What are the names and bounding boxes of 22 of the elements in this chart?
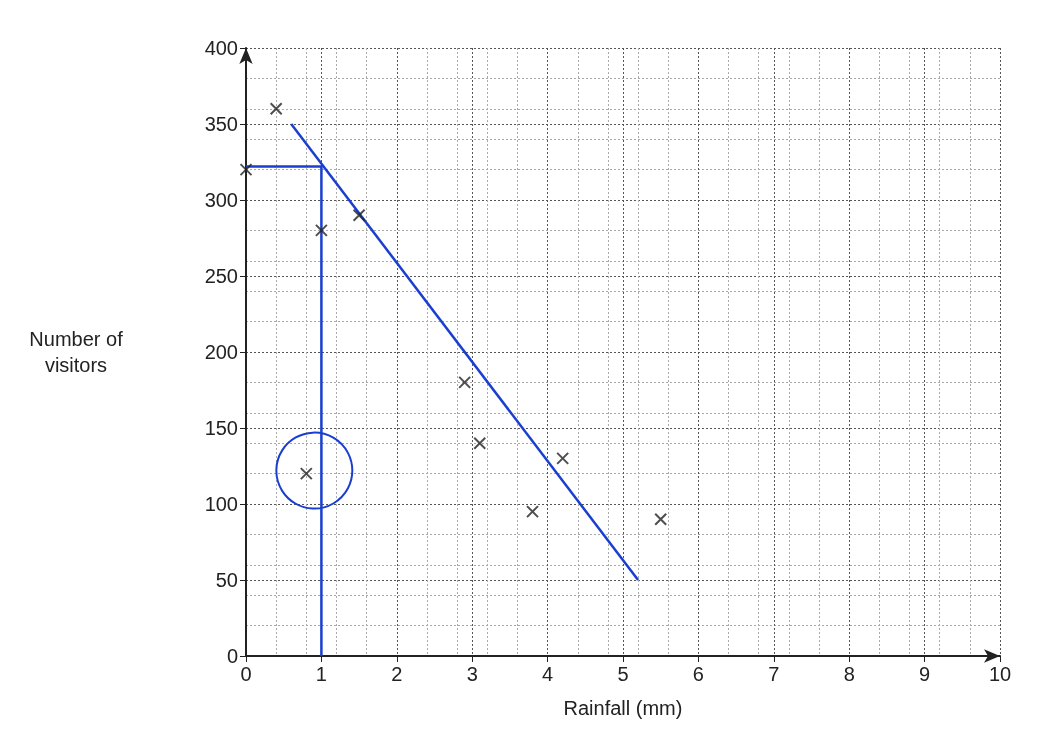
x-tick-label: 8 — [843, 663, 855, 685]
x-tick-label: 5 — [617, 663, 629, 685]
y-tick-label: 100 — [204, 493, 238, 515]
x-tick-label: 9 — [919, 663, 931, 685]
y-axis-title: Number of visitors — [29, 328, 124, 376]
x-tick-label: 1 — [315, 663, 327, 685]
x-tick-label: 2 — [391, 663, 403, 685]
y-tick-label: 350 — [204, 113, 238, 135]
y-tick-label: 300 — [204, 189, 238, 211]
x-axis-title: Rainfall (mm) — [563, 697, 683, 719]
x-tick-label: 7 — [768, 663, 780, 685]
x-tick-label: 0 — [240, 663, 252, 685]
y-tick-label: 0 — [226, 645, 238, 667]
y-tick-label: 200 — [204, 341, 238, 363]
x-tick-label: 3 — [466, 663, 478, 685]
y-tick-label: 400 — [204, 37, 238, 59]
y-tick-label: 50 — [215, 569, 238, 591]
x-tick-label: 10 — [988, 663, 1012, 685]
y-tick-label: 150 — [204, 417, 238, 439]
x-tick-label: 4 — [542, 663, 554, 685]
y-tick-label: 250 — [204, 265, 238, 287]
x-tick-label: 6 — [692, 663, 704, 685]
